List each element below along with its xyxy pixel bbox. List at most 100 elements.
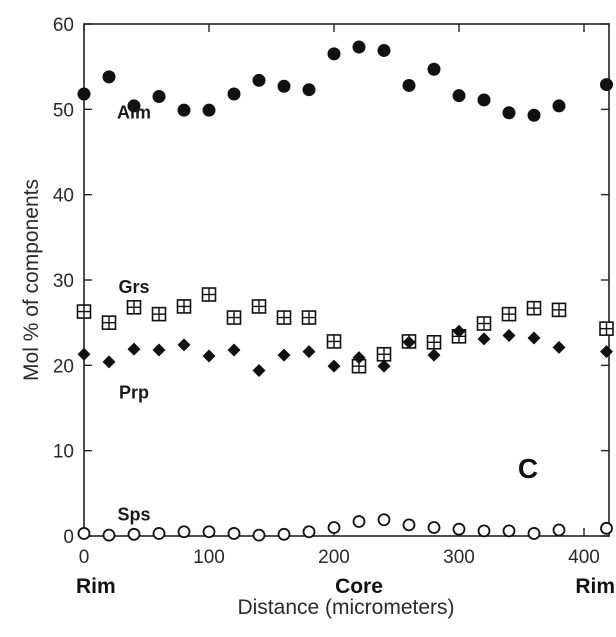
position-label: Rim	[76, 575, 116, 598]
prp-point	[477, 332, 491, 346]
x-tick-label: 0	[79, 547, 90, 568]
sps-point	[527, 527, 541, 540]
x-tick-label: 200	[318, 547, 350, 568]
alm-point	[402, 78, 416, 92]
alm-point	[252, 73, 266, 87]
x-axis-title: Distance (micrometers)	[237, 596, 454, 619]
grs-point	[426, 334, 442, 350]
sps-point	[352, 515, 366, 528]
alm-point	[352, 40, 366, 54]
grs-point	[301, 310, 317, 325]
prp-point	[102, 355, 116, 369]
alm-point	[552, 99, 566, 113]
alm-point	[477, 93, 491, 107]
prp-point	[252, 363, 266, 377]
y-tick-label: 10	[53, 442, 74, 463]
sps-point	[277, 527, 291, 541]
series-label-grs: Grs	[118, 277, 149, 297]
sps-point	[600, 521, 613, 535]
grs-point	[476, 316, 492, 331]
y-tick-label: 50	[53, 100, 74, 121]
alm-point	[152, 90, 166, 104]
y-tick-label: 20	[53, 356, 74, 377]
prp-point	[77, 347, 91, 361]
position-label: Core	[335, 575, 383, 598]
series-label-alm: Alm	[117, 103, 151, 123]
alm-point	[177, 103, 191, 117]
sps-point	[477, 524, 491, 538]
sps-point	[502, 524, 516, 538]
alm-point	[102, 70, 116, 84]
series-labels: Alm Grs Prp Sps	[117, 103, 151, 525]
y-tick-label: 60	[53, 15, 74, 36]
prp-point	[527, 331, 541, 345]
sps-point	[252, 528, 266, 542]
x-tick-label: 100	[193, 547, 225, 568]
prp-point	[227, 343, 241, 357]
alm-point	[77, 87, 91, 101]
alm-point	[427, 62, 441, 76]
prp-point	[600, 345, 613, 359]
sps-point	[377, 513, 391, 527]
alm-point	[327, 47, 341, 61]
x-tick-label: 400	[568, 547, 600, 568]
y-tick-label: 0	[63, 527, 74, 548]
grs-point	[526, 300, 542, 316]
sps-point	[152, 527, 166, 540]
alm-point	[202, 103, 216, 117]
sps-point	[402, 518, 416, 532]
sps-point	[127, 527, 141, 541]
y-axis-title: Mol % of components	[20, 179, 43, 381]
grs-point	[551, 302, 567, 318]
prp-point	[452, 324, 466, 338]
grs-point	[251, 299, 267, 314]
prp-point	[302, 345, 316, 359]
series-label-prp: Prp	[119, 383, 149, 403]
prp-point	[402, 335, 416, 349]
alm-point	[527, 108, 541, 122]
y-tick-label: 40	[53, 186, 74, 207]
sps-point	[302, 525, 316, 539]
alm-point	[127, 99, 141, 113]
prp-point	[327, 359, 341, 373]
prp-point	[377, 359, 391, 373]
sps-point	[102, 528, 116, 542]
grs-point	[599, 321, 614, 336]
alm-point	[227, 87, 241, 101]
grs-point	[126, 300, 142, 315]
grs-point	[276, 310, 292, 325]
prp-point	[177, 338, 191, 352]
prp-point	[502, 328, 516, 342]
grs-point	[326, 334, 342, 349]
grs-point	[201, 287, 217, 302]
panel-letter: C	[518, 453, 538, 484]
prp-point	[277, 348, 291, 362]
sps-point	[177, 525, 191, 539]
prp-point	[552, 340, 566, 354]
prp-point	[202, 349, 216, 363]
sps-point	[202, 525, 216, 539]
grs-point	[151, 306, 167, 322]
sps-point	[77, 527, 91, 540]
grs-point	[176, 299, 192, 314]
grs-point	[501, 306, 517, 322]
prp-point	[352, 351, 366, 365]
alm-point	[377, 43, 391, 57]
sps-point	[427, 521, 441, 534]
alm-point	[302, 83, 316, 97]
grs-point	[226, 310, 242, 325]
alm-point	[452, 89, 466, 103]
sps-point	[227, 527, 241, 540]
prp-point	[127, 342, 141, 356]
series-label-sps: Sps	[117, 505, 150, 525]
y-tick-label: 30	[53, 271, 74, 292]
position-label: Rim	[575, 575, 615, 598]
alm-point	[502, 106, 516, 120]
sps-point	[552, 523, 566, 537]
alm-point	[277, 79, 291, 93]
alm-point	[600, 78, 613, 92]
prp-point	[152, 343, 166, 357]
data-marks	[76, 40, 614, 542]
grs-point	[376, 346, 392, 362]
